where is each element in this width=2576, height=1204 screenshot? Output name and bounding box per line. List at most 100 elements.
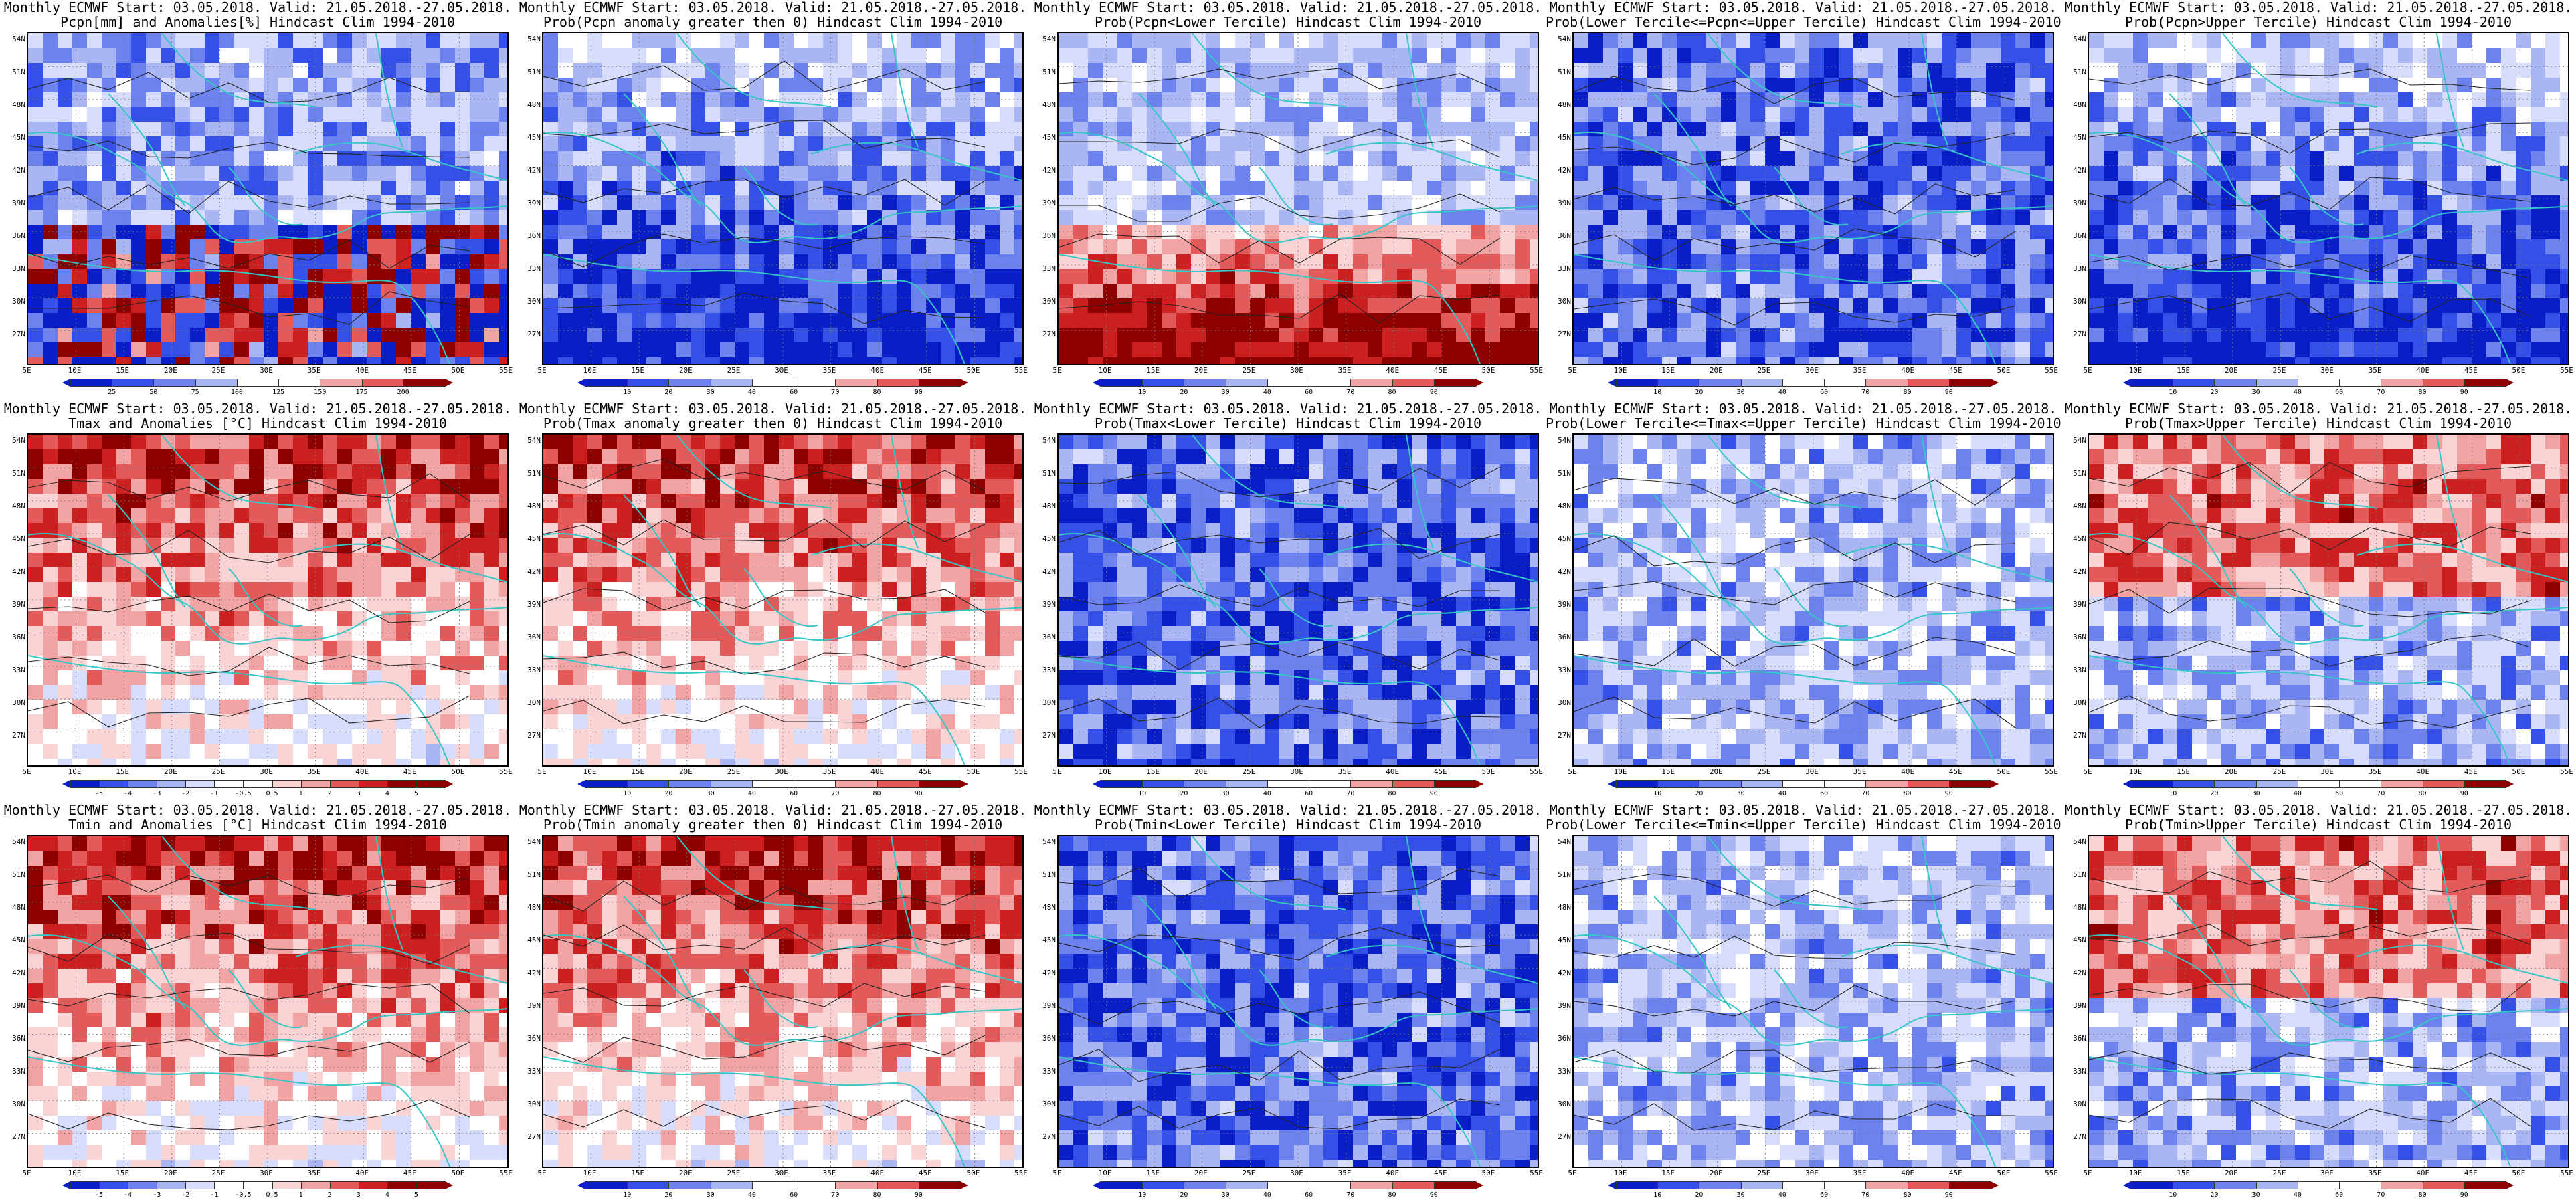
- field-cell: [1014, 342, 1022, 358]
- field-cell: [470, 523, 485, 538]
- field-cell: [146, 151, 161, 167]
- field-cell: [587, 357, 603, 364]
- field-cell: [2560, 342, 2568, 358]
- field-cell: [278, 641, 294, 656]
- field-cell: [2531, 357, 2546, 364]
- field-cell: [1220, 33, 1236, 49]
- field-cell: [367, 195, 382, 211]
- field-cell: [1382, 357, 1398, 364]
- field-cell: [573, 195, 588, 211]
- field-cell: [2560, 195, 2568, 211]
- field-cell: [2104, 78, 2119, 93]
- field-cell: [1956, 151, 1972, 167]
- field-cell: [1162, 33, 1177, 49]
- field-cell: [43, 342, 58, 358]
- field-cell: [367, 494, 382, 509]
- field-cell: [1942, 166, 1957, 181]
- field-cell: [735, 33, 750, 49]
- field-cell: [1721, 328, 1736, 343]
- map-field: [28, 435, 507, 765]
- field-cell: [146, 582, 161, 597]
- field-cell: [28, 670, 43, 686]
- field-cell: [911, 298, 927, 314]
- longitude-label: 50E: [2512, 366, 2526, 375]
- field-cell: [1309, 342, 1324, 358]
- field-cell: [190, 313, 205, 328]
- field-cell: [2104, 166, 2119, 181]
- field-cell: [293, 685, 308, 700]
- field-cell: [1809, 210, 1825, 225]
- field-cell: [1014, 328, 1022, 343]
- field-cell: [2398, 195, 2413, 211]
- field-cell: [1750, 269, 1766, 284]
- field-cell: [87, 729, 102, 744]
- field-cell: [1059, 33, 1074, 49]
- map-panel: Monthly ECMWF Start: 03.05.2018. Valid: …: [0, 0, 515, 401]
- field-cell: [308, 449, 323, 465]
- field-cell: [381, 597, 397, 612]
- field-cell: [367, 670, 382, 686]
- field-cell: [838, 166, 853, 181]
- field-cell: [1323, 313, 1339, 328]
- field-cell: [2545, 357, 2561, 364]
- field-cell: [2089, 284, 2104, 299]
- field-cell: [426, 63, 441, 78]
- field-cell: [955, 151, 971, 167]
- field-cell: [1868, 284, 1883, 299]
- field-cell: [1309, 107, 1324, 122]
- field-cell: [352, 254, 367, 270]
- latitude-label: 45N: [12, 133, 25, 142]
- field-cell: [2516, 357, 2531, 364]
- field-cell: [131, 656, 147, 671]
- field-cell: [58, 48, 73, 64]
- latitude-label: 42N: [527, 166, 541, 175]
- field-cell: [293, 670, 308, 686]
- field-cell: [1294, 166, 1309, 181]
- field-cell: [484, 597, 500, 612]
- field-cell: [131, 136, 147, 152]
- field-cell: [1500, 181, 1515, 196]
- field-cell: [1456, 210, 1471, 225]
- field-cell: [381, 313, 397, 328]
- field-cell: [219, 313, 235, 328]
- field-cell: [2104, 33, 2119, 49]
- field-cell: [2413, 357, 2428, 364]
- field-cell: [2030, 239, 2045, 255]
- field-cell: [484, 567, 500, 583]
- field-cell: [2413, 78, 2428, 93]
- longitude-label: 45E: [403, 366, 417, 375]
- field-cell: [2442, 239, 2458, 255]
- field-cell: [367, 626, 382, 641]
- field-cell: [1839, 122, 1854, 137]
- field-cell: [1647, 210, 1663, 225]
- field-cell: [1765, 357, 1780, 364]
- coastline: [28, 655, 450, 765]
- field-cell: [293, 313, 308, 328]
- field-cell: [455, 254, 470, 270]
- field-cell: [1456, 122, 1471, 137]
- field-cell: [2531, 195, 2546, 211]
- field-cell: [1441, 92, 1457, 108]
- field-cell: [676, 328, 691, 343]
- field-cell: [1176, 298, 1192, 314]
- coastline: [2169, 93, 2247, 207]
- field-cell: [337, 195, 353, 211]
- field-cell: [264, 567, 279, 583]
- field-cell: [1736, 78, 1751, 93]
- field-cell: [72, 210, 88, 225]
- field-cell: [2442, 122, 2458, 137]
- field-cell: [1117, 328, 1133, 343]
- field-cell: [190, 523, 205, 538]
- field-cell: [823, 210, 838, 225]
- field-cell: [705, 357, 721, 364]
- field-cell: [293, 342, 308, 358]
- field-cell: [1691, 48, 1707, 64]
- field-cell: [219, 239, 235, 255]
- contour-line: [2089, 177, 2531, 210]
- coastline: [810, 142, 1022, 181]
- field-cell: [1927, 136, 1942, 152]
- field-cell: [484, 166, 500, 181]
- field-cell: [676, 122, 691, 137]
- field-cell: [2486, 210, 2502, 225]
- field-cell: [411, 641, 426, 656]
